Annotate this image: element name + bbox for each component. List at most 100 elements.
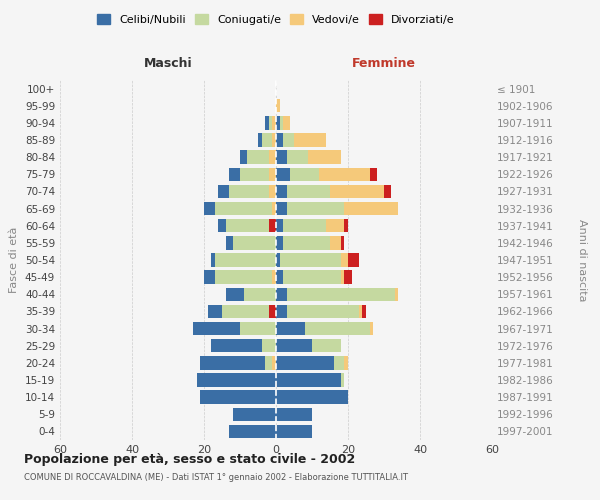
Bar [240,322,276,336]
Bar [384,184,391,198]
Bar [283,236,330,250]
Bar [276,270,283,284]
Bar [200,390,276,404]
Bar [341,236,344,250]
Bar [211,254,215,266]
Bar [272,202,276,215]
Bar [362,304,366,318]
Bar [276,356,334,370]
Bar [276,254,280,266]
Bar [276,99,280,112]
Bar [341,270,344,284]
Bar [326,219,344,232]
Bar [233,236,276,250]
Bar [359,304,362,318]
Bar [276,288,287,301]
Bar [272,134,276,146]
Bar [218,184,229,198]
Bar [265,116,269,130]
Bar [272,270,276,284]
Bar [240,168,269,181]
Bar [344,219,348,232]
Bar [276,168,290,181]
Bar [344,356,348,370]
Bar [272,356,276,370]
Bar [200,356,265,370]
Bar [204,270,215,284]
Text: Popolazione per età, sesso e stato civile - 2002: Popolazione per età, sesso e stato civil… [24,452,355,466]
Bar [215,202,272,215]
Bar [287,202,344,215]
Bar [294,134,326,146]
Bar [276,424,312,438]
Bar [269,168,276,181]
Bar [348,254,359,266]
Bar [330,184,384,198]
Text: Femmine: Femmine [352,56,416,70]
Bar [276,322,305,336]
Bar [262,339,276,352]
Bar [276,202,287,215]
Bar [276,236,283,250]
Bar [204,202,215,215]
Bar [222,304,269,318]
Bar [276,390,348,404]
Bar [370,168,377,181]
Bar [370,322,373,336]
Bar [229,184,269,198]
Bar [276,134,283,146]
Bar [283,270,341,284]
Bar [287,304,359,318]
Bar [269,304,276,318]
Bar [226,288,244,301]
Bar [334,356,344,370]
Bar [305,322,370,336]
Bar [283,219,326,232]
Text: COMUNE DI ROCCAVALDINA (ME) - Dati ISTAT 1° gennaio 2002 - Elaborazione TUTTITAL: COMUNE DI ROCCAVALDINA (ME) - Dati ISTAT… [24,472,408,482]
Bar [229,168,240,181]
Bar [226,219,269,232]
Bar [258,134,262,146]
Bar [276,219,283,232]
Bar [226,236,233,250]
Bar [341,374,344,386]
Bar [283,116,290,130]
Bar [276,304,287,318]
Bar [269,150,276,164]
Bar [272,116,276,130]
Bar [208,304,222,318]
Bar [247,150,269,164]
Bar [211,339,262,352]
Bar [287,150,308,164]
Bar [269,184,276,198]
Bar [330,236,341,250]
Bar [269,219,276,232]
Y-axis label: Fasce di età: Fasce di età [10,227,19,293]
Bar [312,339,341,352]
Bar [276,150,287,164]
Text: Anni di nascita: Anni di nascita [577,219,587,301]
Bar [280,254,341,266]
Bar [262,134,272,146]
Bar [193,322,240,336]
Bar [287,288,395,301]
Legend: Celibi/Nubili, Coniugati/e, Vedovi/e, Divorziati/e: Celibi/Nubili, Coniugati/e, Vedovi/e, Di… [94,10,458,28]
Bar [233,408,276,421]
Bar [319,168,370,181]
Text: Maschi: Maschi [143,56,193,70]
Bar [283,134,294,146]
Bar [215,254,276,266]
Bar [197,374,276,386]
Bar [276,408,312,421]
Bar [280,116,283,130]
Bar [265,356,272,370]
Bar [395,288,398,301]
Bar [244,288,276,301]
Bar [215,270,272,284]
Bar [276,116,280,130]
Bar [344,202,398,215]
Bar [287,184,330,198]
Bar [276,184,287,198]
Bar [290,168,319,181]
Bar [229,424,276,438]
